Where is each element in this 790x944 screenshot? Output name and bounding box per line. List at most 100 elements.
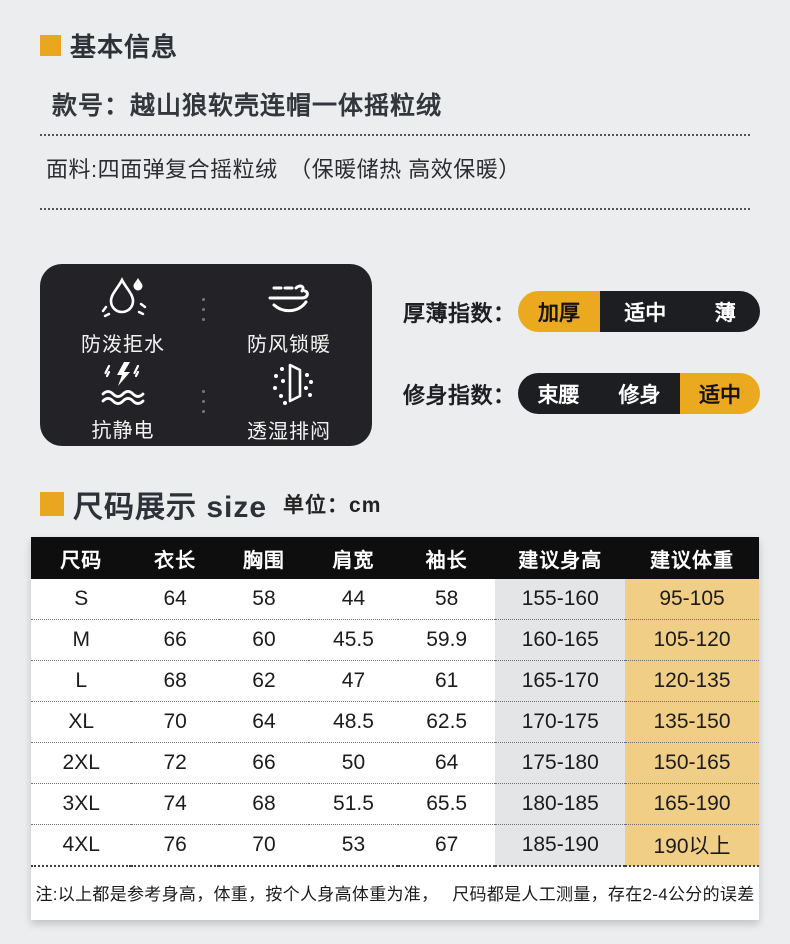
windproof-icon [268,284,309,313]
table-cell: 185-190 [495,824,626,866]
table-cell: 60 [218,619,310,661]
table-cell: 160-165 [495,619,626,661]
column-header: 胸围 [218,537,310,579]
column-header: 尺码 [31,537,132,579]
size-table-note-row: 注:以上都是参考身高，体重，按个人身高体重为准， 尺码都是人工测量，存在2-4公… [31,865,759,920]
table-cell: 66 [218,742,310,784]
table-cell: 62.5 [397,701,496,743]
table-cell: 51.5 [309,783,398,825]
table-cell: 70 [218,824,310,866]
anti-static-icon [101,362,145,405]
table-cell: 67 [397,824,496,866]
table-cell: 72 [131,742,219,784]
size-note: 注:以上都是参考身高，体重，按个人身高体重为准， 尺码都是人工测量，存在2-4公… [31,865,759,920]
dotted-separator [202,390,205,413]
table-cell: 61 [397,660,496,702]
table-cell: 180-185 [495,783,626,825]
basic-info-header: 基本信息 [40,27,178,64]
dotted-divider [40,134,750,136]
table-cell: 64 [163,587,187,610]
feature-label: 防泼拒水 [81,334,165,356]
index-segment-selected: 加厚 [518,291,600,332]
table-cell: 59.9 [397,619,496,661]
dotted-separator [202,298,205,321]
table-cell: 95-105 [625,579,759,620]
table-cell: 50 [309,742,398,784]
size-table-row: S 64 58 44 58 155-160 95-105 [31,579,759,620]
table-cell: 66 [131,619,219,661]
feature-anti-static: 抗静电 [40,357,206,444]
table-cell: 120-135 [625,660,759,702]
table-cell: 62 [218,660,310,702]
table-cell: 170-175 [495,701,626,743]
table-cell: 45.5 [309,619,398,661]
feature-label: 透湿排闷 [247,421,331,443]
table-cell: 64 [218,701,310,743]
fit-index-row: 修身指数： 束腰 修身 适中 [403,373,760,414]
table-cell: 68 [218,783,310,825]
table-cell: 58 [252,587,276,610]
table-cell: 68 [131,660,219,702]
fit-index-bar: 束腰 修身 适中 [518,373,760,414]
index-option: 束腰 [537,383,580,407]
table-cell: S [74,587,89,610]
table-cell: 155-160 [495,579,626,620]
size-table-row: XL 70 64 48.5 62.5 170-175 135-150 [31,701,759,743]
fit-index-label: 修身指数： [403,382,516,408]
size-section-header: 尺码展示 size 单位：cm [40,482,381,526]
index-option: 加厚 [538,301,580,325]
table-cell: 165-170 [495,660,626,702]
index-segment: 束腰 修身 [518,373,680,414]
table-cell: 53 [309,824,398,866]
table-cell: L [31,660,132,702]
table-cell: 150-165 [625,742,759,784]
index-segment-selected: 适中 [680,373,760,414]
table-cell: 4XL [31,824,132,866]
fabric-info-line: 面料:四面弹复合摇粒绒 （保暖储热 高效保暖） [46,157,521,182]
unit-label: 单位：cm [283,494,382,517]
size-table-card: 尺码 衣长 胸围 肩宽 袖长 建议身高 建议体重 S 64 58 44 58 155-160 95-10… [31,537,759,920]
section-title: 基本信息 [70,32,179,62]
size-table-row: 4XL 76 70 53 67 185-190 190以上 [31,824,759,866]
size-table-row: 2XL 72 66 50 64 175-180 150-165 [31,742,759,784]
table-cell: 2XL [31,742,132,784]
feature-breathable: 透湿排闷 [206,357,372,444]
feature-water-repellent: 防泼拒水 [40,274,206,357]
table-cell: 74 [131,783,219,825]
size-table: 尺码 衣长 胸围 肩宽 袖长 建议身高 建议体重 S 64 58 44 58 155-160 95-10… [31,537,759,920]
index-segment: 适中 薄 [600,291,760,332]
size-table-row: L 68 62 47 61 165-170 120-135 [31,660,759,702]
orange-square-bullet [40,492,64,516]
thickness-index-row: 厚薄指数： 加厚 适中 薄 [403,291,760,332]
table-cell: M [31,619,132,661]
index-option: 适中 [699,383,741,407]
feature-label: 防风锁暖 [247,334,331,356]
feature-windproof: 防风锁暖 [206,274,372,357]
column-header: 肩宽 [309,537,398,579]
table-cell: 165-190 [625,783,759,825]
model-number-line: 款号：越山狼软壳连帽一体摇粒绒 [52,92,443,120]
features-panel: 防泼拒水 防风锁暖 抗静电 [40,264,372,446]
thickness-index-bar: 加厚 适中 薄 [518,291,760,332]
table-cell: 105-120 [625,619,759,661]
table-cell: 58 [434,587,459,610]
index-option: 薄 [714,301,736,325]
table-cell: 44 [341,587,366,610]
index-option: 适中 [624,301,667,325]
table-cell: 48.5 [309,701,398,743]
table-cell: 70 [131,701,219,743]
table-cell: 64 [397,742,496,784]
size-table-header-row: 尺码 衣长 胸围 肩宽 袖长 建议身高 建议体重 [31,537,759,579]
feature-label: 抗静电 [91,420,155,442]
table-cell: 190以上 [625,824,759,866]
column-header: 建议体重 [625,537,759,579]
table-cell: 135-150 [625,701,759,743]
table-cell: 47 [309,660,398,702]
table-cell: 65.5 [397,783,496,825]
breathable-icon [273,363,313,405]
size-section-title: 尺码展示 size [73,491,268,524]
water-repellent-icon [101,277,147,318]
table-cell: 175-180 [495,742,626,784]
column-header: 衣长 [131,537,219,579]
